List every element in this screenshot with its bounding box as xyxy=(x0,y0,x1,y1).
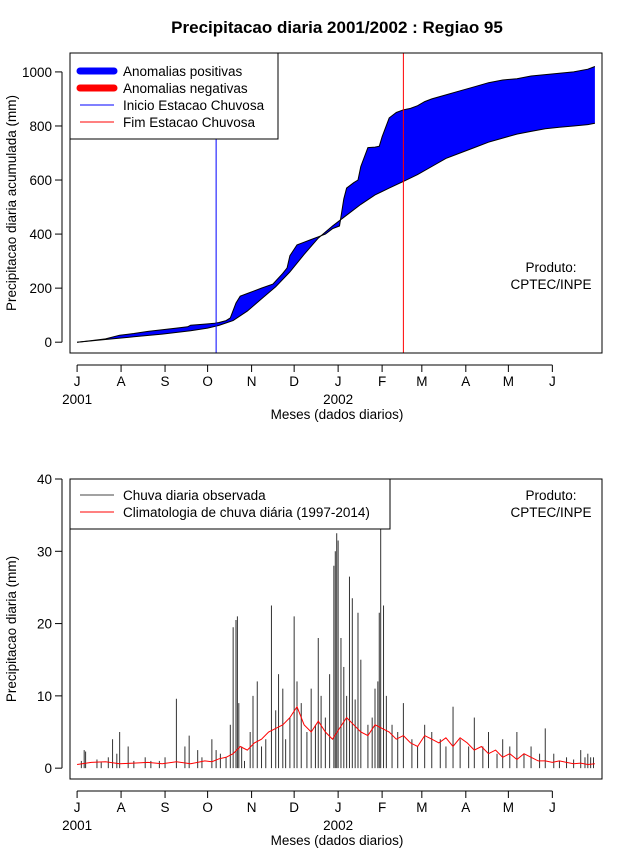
bottom-panel: J A S O N D J F M A M J 2001 2002 0 10 20 30 40 Meses (dad… xyxy=(4,472,603,848)
top-y-tick-label: 600 xyxy=(29,173,52,188)
top-product-note-line1: Produto: xyxy=(525,260,576,275)
top-y-tick-label: 400 xyxy=(29,227,52,242)
bottom-x-tick-label: J xyxy=(549,800,556,815)
positive-anomaly-area xyxy=(77,66,595,343)
bottom-y-tick-label: 30 xyxy=(37,544,52,559)
legend-end-label: Fim Estacao Chuvosa xyxy=(123,115,256,130)
bottom-y-tick-label: 10 xyxy=(37,689,52,704)
top-legend: Anomalias positivas Anomalias negativas … xyxy=(69,52,279,140)
top-year-label: 2001 xyxy=(62,392,92,407)
bottom-x-tick-label: J xyxy=(335,800,342,815)
bottom-y-tick-label: 40 xyxy=(37,472,52,487)
bottom-year-label: 2002 xyxy=(323,818,353,833)
bottom-y-tick-label: 0 xyxy=(44,761,52,776)
top-y-tick-label: 800 xyxy=(29,119,52,134)
climatology-cumulative-line xyxy=(77,122,595,343)
bottom-x-axis-label: Meses (dados diarios) xyxy=(271,833,404,848)
bottom-x-tick-label: N xyxy=(247,800,257,815)
bottom-x-tick-label: S xyxy=(161,800,170,815)
bottom-product-note-line2: CPTEC/INPE xyxy=(510,505,591,520)
top-y-tick-label: 1000 xyxy=(22,65,52,80)
bottom-x-tick-label: M xyxy=(416,800,427,815)
top-x-tick-label: M xyxy=(503,374,514,389)
bottom-x-tick-label: M xyxy=(503,800,514,815)
legend-negative-label: Anomalias negativas xyxy=(123,81,248,96)
legend-positive-label: Anomalias positivas xyxy=(123,64,243,79)
bottom-x-tick-label: O xyxy=(202,800,213,815)
bottom-axes: J A S O N D J F M A M J 2001 2002 0 10 20 30 40 xyxy=(37,472,556,833)
top-x-tick-label: A xyxy=(461,374,470,389)
top-x-tick-label: N xyxy=(247,374,257,389)
top-plot-frame xyxy=(69,52,603,354)
top-x-tick-label: O xyxy=(202,374,213,389)
legend-onset-label: Inicio Estacao Chuvosa xyxy=(123,98,265,113)
chart-title: Precipitacao diaria 2001/2002 : Regiao 9… xyxy=(171,18,503,37)
top-x-tick-label: J xyxy=(74,374,81,389)
bottom-legend-box xyxy=(69,478,391,530)
top-x-axis-label: Meses (dados diarios) xyxy=(271,407,404,422)
top-legend-box xyxy=(69,52,279,140)
top-axes: J A S O N D J F M A M J 2001 2002 0 200 400 600 800 1000 xyxy=(22,65,556,407)
legend-climatology-label: Climatologia de chuva diária (1997-2014) xyxy=(123,505,370,520)
observed-cumulative-line xyxy=(77,66,596,343)
top-x-tick-label: J xyxy=(335,374,342,389)
bottom-year-label: 2001 xyxy=(62,818,92,833)
bottom-x-tick-label: A xyxy=(461,800,470,815)
top-y-axis-label: Precipitacao diaria acumulada (mm) xyxy=(4,95,19,311)
bottom-y-tick-label: 20 xyxy=(37,617,52,632)
bottom-x-tick-label: A xyxy=(117,800,126,815)
bottom-legend: Chuva diaria observada Climatologia de c… xyxy=(69,478,391,530)
legend-observed-label: Chuva diaria observada xyxy=(123,488,266,503)
bottom-x-tick-label: J xyxy=(74,800,81,815)
top-x-tick-label: M xyxy=(416,374,427,389)
bottom-x-tick-label: D xyxy=(289,800,299,815)
observed-daily-bars xyxy=(80,525,594,769)
top-y-tick-label: 0 xyxy=(44,335,52,350)
top-year-label: 2002 xyxy=(323,392,353,407)
top-y-tick-label: 200 xyxy=(29,281,52,296)
top-x-tick-label: D xyxy=(289,374,299,389)
bottom-product-note-line1: Produto: xyxy=(525,488,576,503)
bottom-y-axis-label: Precipitacao diaria (mm) xyxy=(4,556,19,702)
top-x-tick-label: S xyxy=(161,374,170,389)
top-x-tick-label: F xyxy=(378,374,386,389)
top-product-note-line2: CPTEC/INPE xyxy=(510,277,591,292)
top-x-tick-label: A xyxy=(117,374,126,389)
bottom-x-tick-label: F xyxy=(378,800,386,815)
top-x-tick-label: J xyxy=(549,374,556,389)
climatology-daily-line xyxy=(77,705,595,766)
top-panel: J A S O N D J F M A M J 2001 2002 0 200 400 600 800 1000 Me… xyxy=(4,52,603,422)
